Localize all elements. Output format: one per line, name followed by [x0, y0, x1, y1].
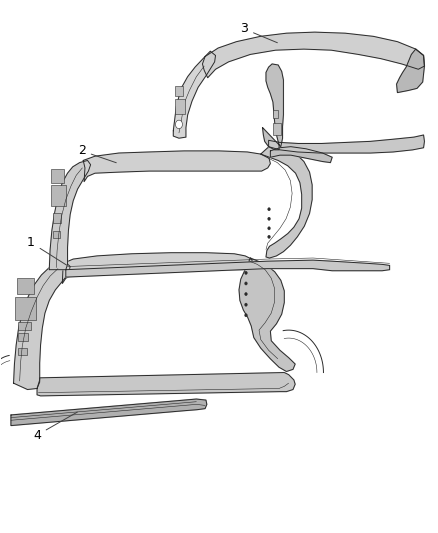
Circle shape [268, 235, 270, 238]
Bar [18, 321, 31, 330]
Bar [273, 110, 278, 118]
Text: 3: 3 [240, 22, 277, 43]
Circle shape [268, 217, 270, 220]
Polygon shape [14, 262, 70, 390]
Bar [53, 214, 61, 223]
Text: 2: 2 [78, 144, 116, 163]
Circle shape [245, 293, 247, 296]
Text: 4: 4 [33, 412, 78, 442]
Polygon shape [173, 51, 215, 138]
Polygon shape [268, 135, 424, 153]
Bar [51, 169, 64, 183]
Circle shape [268, 208, 270, 211]
Bar [17, 278, 34, 294]
Circle shape [245, 314, 247, 317]
Bar [176, 86, 184, 96]
Bar [176, 99, 185, 114]
Polygon shape [37, 373, 295, 396]
Polygon shape [62, 253, 253, 284]
Bar [18, 348, 27, 354]
Polygon shape [49, 160, 91, 270]
Circle shape [245, 303, 247, 306]
Polygon shape [396, 49, 424, 93]
Bar [51, 185, 66, 206]
Polygon shape [66, 260, 390, 277]
Bar [18, 333, 28, 341]
Polygon shape [261, 147, 312, 258]
Bar [53, 231, 60, 238]
Bar [15, 297, 36, 319]
Polygon shape [83, 151, 270, 182]
Polygon shape [262, 64, 283, 150]
Polygon shape [239, 258, 295, 372]
Circle shape [268, 227, 270, 230]
Circle shape [245, 282, 247, 285]
Text: 1: 1 [27, 236, 67, 265]
Polygon shape [270, 147, 332, 163]
Circle shape [176, 120, 183, 128]
Polygon shape [11, 399, 207, 425]
Polygon shape [202, 32, 424, 78]
Bar [273, 123, 281, 135]
Circle shape [245, 271, 247, 274]
